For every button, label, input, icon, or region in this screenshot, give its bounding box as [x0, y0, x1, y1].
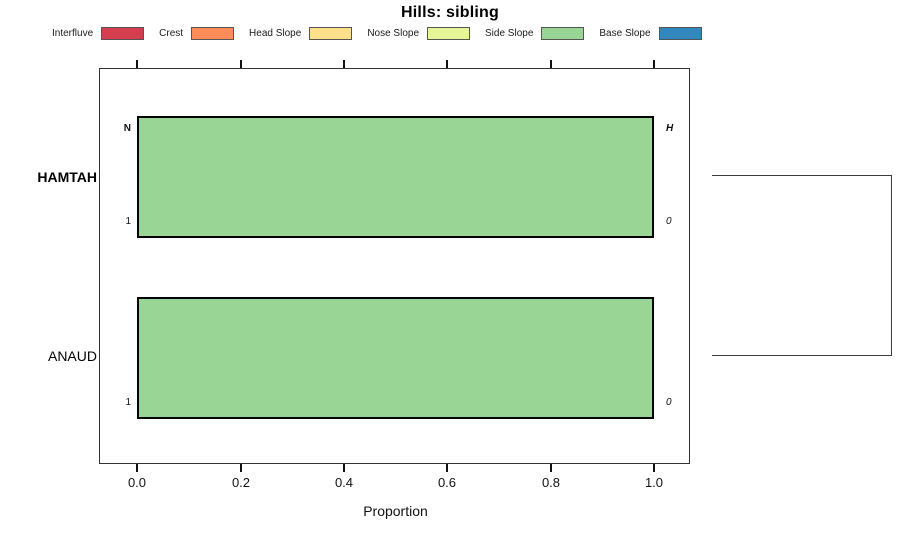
legend-label: Base Slope [599, 28, 651, 39]
bar-anaud-side-slope [137, 297, 654, 419]
bottom-tick-0.6 [446, 464, 448, 472]
category-label-anaud: ANAUD [47, 348, 97, 364]
legend-item-side-slope: Side Slope [485, 27, 585, 40]
legend-item-interfluve: Interfluve [52, 27, 145, 40]
bar-note-n: N [123, 123, 131, 134]
bottom-tick-0.8 [550, 464, 552, 472]
legend-swatch-icon [101, 27, 145, 40]
legend-swatch-icon [658, 27, 702, 40]
legend-swatch-icon [309, 27, 353, 40]
top-tick-0.0 [136, 60, 138, 68]
legend-label: Interfluve [52, 28, 94, 39]
legend-label: Head Slope [249, 28, 302, 39]
x-axis-title: Proportion [363, 503, 428, 519]
x-tick-label: 0.0 [127, 475, 147, 490]
bottom-tick-0.4 [343, 464, 345, 472]
top-tick-0.8 [550, 60, 552, 68]
top-tick-0.4 [343, 60, 345, 68]
x-tick-label: 1.0 [644, 475, 664, 490]
chart-title: Hills: sibling [401, 4, 499, 21]
legend-label: Side Slope [485, 28, 534, 39]
bar-note-h: H [666, 123, 674, 134]
legend: Interfluve Crest Head Slope Nose Slope S… [52, 26, 702, 41]
legend-swatch-icon [191, 27, 235, 40]
bar-note-0: 0 [666, 216, 672, 227]
legend-item-crest: Crest [159, 27, 235, 40]
top-tick-0.2 [240, 60, 242, 68]
bar-hamtah-side-slope [137, 116, 654, 238]
x-tick-label: 0.2 [231, 475, 251, 490]
legend-swatch-icon [427, 27, 471, 40]
legend-label: Nose Slope [367, 28, 420, 39]
bar-note-1: 1 [125, 216, 131, 227]
x-tick-label: 0.6 [437, 475, 457, 490]
legend-item-nose-slope: Nose Slope [367, 27, 471, 40]
legend-label: Crest [159, 28, 184, 39]
x-tick-label: 0.4 [334, 475, 354, 490]
legend-item-head-slope: Head Slope [249, 27, 353, 40]
bottom-tick-0.2 [240, 464, 242, 472]
top-tick-0.6 [446, 60, 448, 68]
x-tick-label: 0.8 [541, 475, 561, 490]
legend-item-base-slope: Base Slope [599, 27, 702, 40]
top-tick-1.0 [653, 60, 655, 68]
bar-note-0: 0 [666, 397, 672, 408]
legend-swatch-icon [541, 27, 585, 40]
bottom-tick-1.0 [653, 464, 655, 472]
bar-note-1: 1 [125, 397, 131, 408]
category-label-hamtah: HAMTAH [37, 169, 97, 185]
dendrogram-bracket [712, 175, 892, 356]
bottom-tick-0.0 [136, 464, 138, 472]
